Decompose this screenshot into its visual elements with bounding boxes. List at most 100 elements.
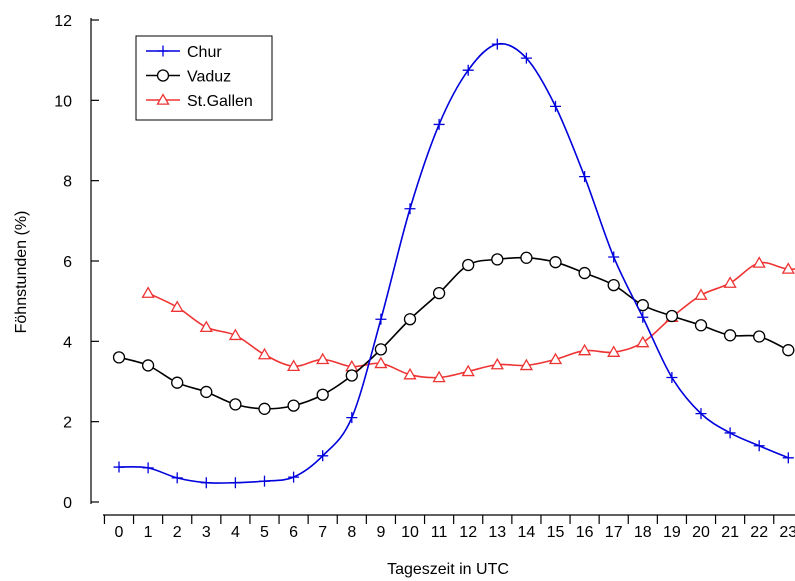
y-tick-label: 4 [63,334,72,351]
data-point-marker [200,477,212,489]
x-tick-label: 16 [576,524,594,541]
legend: Chur Vaduz St.Gallen [135,35,273,121]
series-line [118,256,789,410]
data-point-marker [141,359,155,372]
data-point-marker [316,388,329,401]
data-point-marker [548,352,563,365]
data-point-marker [171,376,184,389]
x-tick-label: 22 [750,524,768,541]
data-point-marker [200,385,213,399]
y-tick-label: 6 [63,254,72,271]
data-point-marker [752,256,766,268]
x-tick-label: 7 [318,524,327,541]
data-point-marker [432,286,446,300]
data-point-marker [229,398,242,411]
data-point-marker [579,171,591,183]
y-tick-label: 0 [63,495,72,512]
data-point-marker [288,471,300,483]
x-tick-label: 20 [692,524,710,541]
x-tick-label: 19 [663,524,681,541]
legend-entry: St.Gallen [146,93,253,110]
x-tick-label: 5 [260,524,269,541]
data-point-marker [578,266,591,280]
x-tick-label: 14 [518,524,536,541]
data-point-marker [520,52,532,64]
x-tick-label: 12 [459,524,477,541]
x-tick-label: 3 [202,524,211,541]
x-tick-label: 10 [401,524,419,541]
data-point-marker [549,256,562,269]
y-tick-label: 12 [54,13,72,30]
data-point-marker [142,462,154,474]
data-point-marker [724,427,736,439]
data-point-marker [608,251,620,263]
data-point-marker [199,320,213,333]
data-point-marker [782,452,794,464]
data-point-marker [374,343,388,356]
data-point-marker [694,319,708,332]
data-point-marker [374,356,388,369]
legend-entry: Vaduz [146,69,231,86]
data-point-marker [157,45,169,57]
data-point-marker [753,440,765,452]
data-point-marker [461,364,475,377]
data-point-marker [228,328,243,341]
legend-label: Chur [187,44,222,61]
data-point-marker [462,258,475,272]
data-point-marker [695,408,707,420]
data-point-marker [258,402,271,415]
data-point-marker [577,343,592,356]
y-tick-label: 8 [63,174,72,191]
data-point-marker [694,288,708,300]
data-point-marker [156,93,170,105]
legend-label: St.Gallen [187,93,253,110]
data-point-marker [317,450,329,462]
data-point-marker [316,352,330,365]
data-point-marker [462,64,474,76]
data-point-marker [403,367,417,380]
data-point-marker [345,369,358,382]
data-point-marker [229,477,241,489]
legend-label: Vaduz [187,69,231,86]
data-point-marker [404,203,416,215]
data-point-marker [781,262,795,274]
x-tick-label: 9 [376,524,385,541]
data-point-marker [637,311,649,323]
data-point-marker [171,472,183,484]
data-point-marker [607,345,621,357]
data-point-marker [141,286,155,298]
data-point-marker [257,347,272,360]
x-tick-label: 1 [144,524,153,541]
x-tick-label: 11 [431,524,448,541]
series-chur [113,38,794,489]
data-point-marker [550,100,561,112]
y-tick-label: 10 [54,93,72,110]
data-point-marker [403,313,417,326]
x-tick-label: 4 [231,524,240,541]
data-point-marker [346,412,358,424]
data-point-marker [375,313,387,325]
x-tick-label: 17 [605,524,623,541]
x-tick-label: 13 [488,524,506,541]
data-point-marker [753,330,766,343]
x-tick-label: 21 [721,524,739,541]
data-point-marker [287,399,300,412]
data-point-marker [170,300,184,312]
x-tick-label: 15 [547,524,565,541]
data-point-marker [520,251,533,264]
x-tick-label: 23 [779,524,795,541]
legend-entry: Chur [146,44,222,61]
data-point-marker [490,357,504,370]
data-point-marker [782,344,795,357]
data-point-marker [491,253,504,266]
x-tick-label: 18 [634,524,652,541]
data-point-marker [113,461,125,473]
data-point-marker [636,335,650,348]
data-point-marker [607,278,620,292]
data-point-marker [156,69,170,82]
series-vaduz [112,251,795,415]
data-point-marker [112,351,126,364]
x-tick-label: 2 [173,524,182,541]
